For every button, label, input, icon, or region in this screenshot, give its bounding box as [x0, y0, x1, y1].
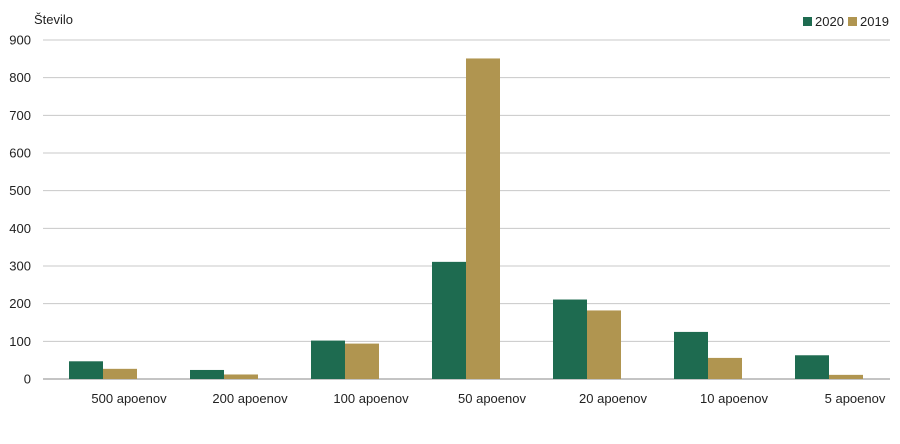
- legend: 2020 2019: [803, 14, 889, 29]
- legend-label: 2020: [815, 14, 844, 29]
- x-tick-label: 500 apoenov: [91, 391, 167, 406]
- bar-2019-0: [103, 368, 137, 379]
- x-tick-label: 200 apoenov: [212, 391, 288, 406]
- bar-2020-3: [432, 261, 466, 379]
- bar-2020-5: [674, 331, 708, 379]
- bar-2020-2: [311, 340, 345, 379]
- bar-2019-6: [829, 374, 863, 379]
- x-axis-ticks: 500 apoenov 200 apoenov 100 apoenov 50 apoe…: [91, 391, 885, 406]
- y-tick-label: 700: [9, 108, 31, 123]
- x-tick-label: 20 apoenov: [579, 391, 647, 406]
- y-axis-ticks: 0 100 200 300 400 500 600 700 800 900: [9, 33, 31, 387]
- y-tick-label: 0: [24, 372, 31, 387]
- bar-2020-1: [190, 369, 224, 379]
- legend-label: 2019: [860, 14, 889, 29]
- x-tick-label: 10 apoenov: [700, 391, 768, 406]
- y-tick-label: 600: [9, 146, 31, 161]
- y-tick-label: 500: [9, 183, 31, 198]
- legend-swatch-2019: [848, 17, 857, 26]
- bar-2020-4: [553, 299, 587, 379]
- bar-2020-0: [69, 361, 103, 379]
- y-tick-label: 400: [9, 221, 31, 236]
- bar-2019-3: [466, 58, 500, 379]
- bars: [69, 58, 863, 379]
- legend-swatch-2020: [803, 17, 812, 26]
- x-tick-label: 5 apoenov: [825, 391, 886, 406]
- bar-2019-5: [708, 357, 742, 379]
- x-tick-label: 100 apoenov: [333, 391, 409, 406]
- y-tick-label: 800: [9, 70, 31, 85]
- y-tick-label: 100: [9, 334, 31, 349]
- bar-2019-2: [345, 343, 379, 379]
- bar-2019-1: [224, 374, 258, 379]
- y-axis-label: Število: [34, 12, 73, 27]
- bar-2020-6: [795, 355, 829, 379]
- y-tick-label: 900: [9, 33, 31, 48]
- y-tick-label: 300: [9, 259, 31, 274]
- bar-2019-4: [587, 310, 621, 379]
- y-tick-label: 200: [9, 296, 31, 311]
- x-tick-label: 50 apoenov: [458, 391, 526, 406]
